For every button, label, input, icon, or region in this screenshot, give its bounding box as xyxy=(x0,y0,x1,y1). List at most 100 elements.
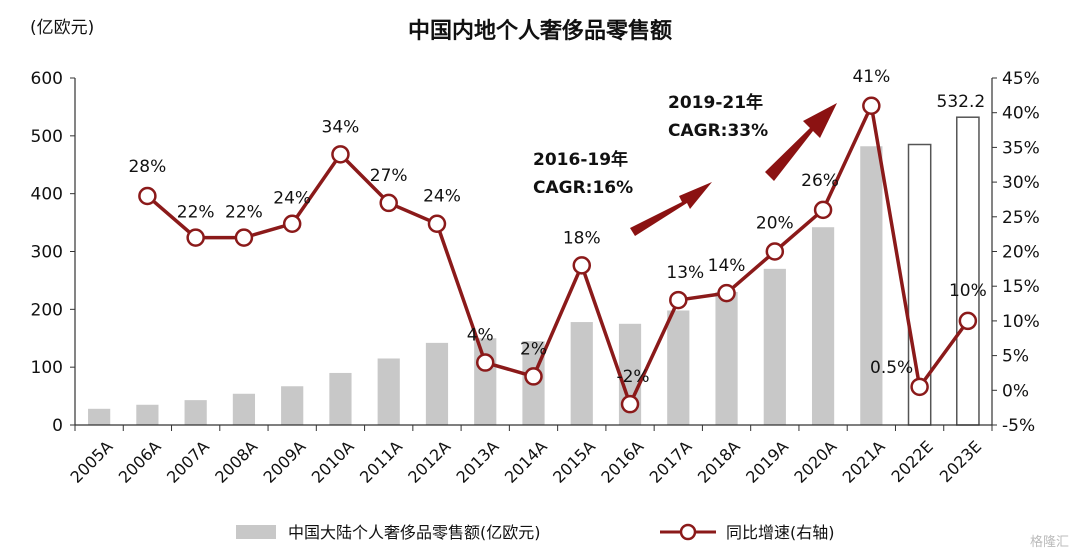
data-labels-layer: 28% 22% 22% 24% 34% 27% 24% 4% 2% 18% -2% 13% 14% 20%… xyxy=(128,67,986,387)
right-axis-tick-label: 45% xyxy=(1002,69,1040,89)
right-axis-tick-label: 10% xyxy=(1002,312,1040,332)
left-axis-unit-label: (亿欧元) xyxy=(30,18,94,38)
cagr-annotation-2016-19: 2016-19年 CAGR:16% xyxy=(533,149,712,236)
cagr-annotation-2019-21-value: CAGR:33% xyxy=(668,121,768,141)
growth-data-label: 22% xyxy=(225,203,263,223)
cagr-annotation-2019-21-period: 2019-21年 xyxy=(668,92,763,113)
chart-title: 中国内地个人奢侈品零售额 xyxy=(408,18,672,44)
growth-data-label: 13% xyxy=(666,263,704,283)
x-axis-tick-label: 2021A xyxy=(839,437,889,487)
left-axis-tick-label: 500 xyxy=(31,127,63,147)
right-axis-tick-label: 25% xyxy=(1002,208,1040,228)
x-axis-tick-label: 2005A xyxy=(66,437,116,487)
x-axis-tick-label: 2023E xyxy=(936,437,985,486)
bar-data-label: 532.2 xyxy=(937,92,986,112)
growth-point xyxy=(331,145,350,164)
x-axis-tick-label: 2008A xyxy=(211,437,261,487)
growth-data-label: 28% xyxy=(128,157,166,177)
legend-line-label: 同比增速(右轴) xyxy=(726,523,835,542)
x-axis-tick-label: 2010A xyxy=(308,437,358,487)
x-axis-tick-label: 2018A xyxy=(694,437,744,487)
bar xyxy=(811,227,835,425)
right-axis-tick-label: -5% xyxy=(1002,416,1035,436)
growth-data-label: -2% xyxy=(616,367,649,387)
cagr-annotation-2016-19-value: CAGR:16% xyxy=(533,178,633,198)
left-axis-tick-label: 300 xyxy=(31,243,63,263)
right-axis-tick-label: 40% xyxy=(1002,104,1040,124)
cagr-arrow-2016-19 xyxy=(630,182,712,236)
x-axis-tick-label: 2019A xyxy=(742,437,792,487)
growth-point xyxy=(958,311,978,331)
x-axis-tick-label: 2009A xyxy=(260,437,310,487)
left-axis-tick-label: 200 xyxy=(31,300,63,320)
legend-line-marker xyxy=(679,523,697,541)
growth-data-label: 34% xyxy=(322,117,360,137)
growth-data-label: 24% xyxy=(423,187,461,207)
bar xyxy=(184,400,207,425)
bar xyxy=(232,393,256,425)
left-axis-tick-label: 400 xyxy=(31,185,63,205)
growth-data-label: 41% xyxy=(852,67,890,87)
growth-line-layer xyxy=(138,96,978,414)
growth-point xyxy=(282,214,302,233)
left-axis-tick-label: 100 xyxy=(31,358,63,378)
bar xyxy=(329,372,352,425)
bar xyxy=(377,358,400,425)
growth-point xyxy=(475,353,495,372)
right-axis-tick-label: 20% xyxy=(1002,243,1040,263)
cagr-arrow-2019-21 xyxy=(765,103,837,181)
growth-point xyxy=(234,228,254,247)
growth-point xyxy=(765,242,785,261)
growth-data-label: 10% xyxy=(949,281,987,301)
growth-point xyxy=(669,290,688,310)
growth-point xyxy=(524,367,543,386)
bar xyxy=(136,404,159,425)
bar xyxy=(715,291,738,425)
growth-point xyxy=(620,394,640,414)
growth-point xyxy=(813,200,833,220)
left-axis-tick-label: 0 xyxy=(52,416,63,436)
bar-estimate xyxy=(956,116,980,426)
growth-data-label: 26% xyxy=(801,171,839,191)
growth-point xyxy=(862,96,881,116)
growth-point xyxy=(379,193,398,213)
x-axis-tick-label: 2013A xyxy=(453,437,503,487)
legend-bar-label: 中国大陆个人奢侈品零售额(亿欧元) xyxy=(288,523,541,542)
cagr-annotation-2016-19-period: 2016-19年 xyxy=(533,149,628,170)
legend-bar-swatch xyxy=(236,525,276,539)
growth-point xyxy=(427,214,447,233)
x-axis-tick-label: 2007A xyxy=(163,437,213,487)
growth-data-label: 18% xyxy=(563,228,601,248)
x-axis-tick-label: 2015A xyxy=(549,437,599,487)
growth-data-label: 27% xyxy=(370,166,408,186)
x-axis-tick-label: 2020A xyxy=(790,437,840,487)
right-axis-tick-label: 35% xyxy=(1002,138,1040,158)
right-axis-tick-label: 0% xyxy=(1002,381,1029,401)
growth-data-label: 24% xyxy=(273,189,311,209)
x-axis-tick-label: 2006A xyxy=(115,437,165,487)
x-axis-tick-label: 2011A xyxy=(356,437,406,487)
x-axis-tick-label: 2017A xyxy=(646,437,696,487)
x-axis-tick-label: 2016A xyxy=(597,437,647,487)
bar xyxy=(570,322,593,425)
bar xyxy=(763,268,786,425)
growth-point xyxy=(186,228,205,247)
bar xyxy=(425,342,449,425)
left-axis-tick-label: 600 xyxy=(31,69,63,89)
watermark-text: 格隆汇 xyxy=(1030,534,1069,550)
bar xyxy=(281,386,304,425)
growth-data-label: 4% xyxy=(467,326,494,346)
growth-point xyxy=(572,256,592,275)
growth-point xyxy=(138,186,157,206)
x-axis-tick-label: 2022E xyxy=(888,437,937,486)
growth-data-label: 14% xyxy=(708,256,746,276)
bar xyxy=(860,146,883,425)
right-axis-tick-label: 15% xyxy=(1002,277,1040,297)
growth-data-label: 22% xyxy=(177,203,215,223)
right-axis-tick-label: 5% xyxy=(1002,347,1029,367)
bar xyxy=(474,338,497,425)
cagr-annotation-2019-21: 2019-21年 CAGR:33% xyxy=(668,92,837,181)
x-axis-tick-label: 2012A xyxy=(404,437,454,487)
growth-point xyxy=(717,283,736,303)
